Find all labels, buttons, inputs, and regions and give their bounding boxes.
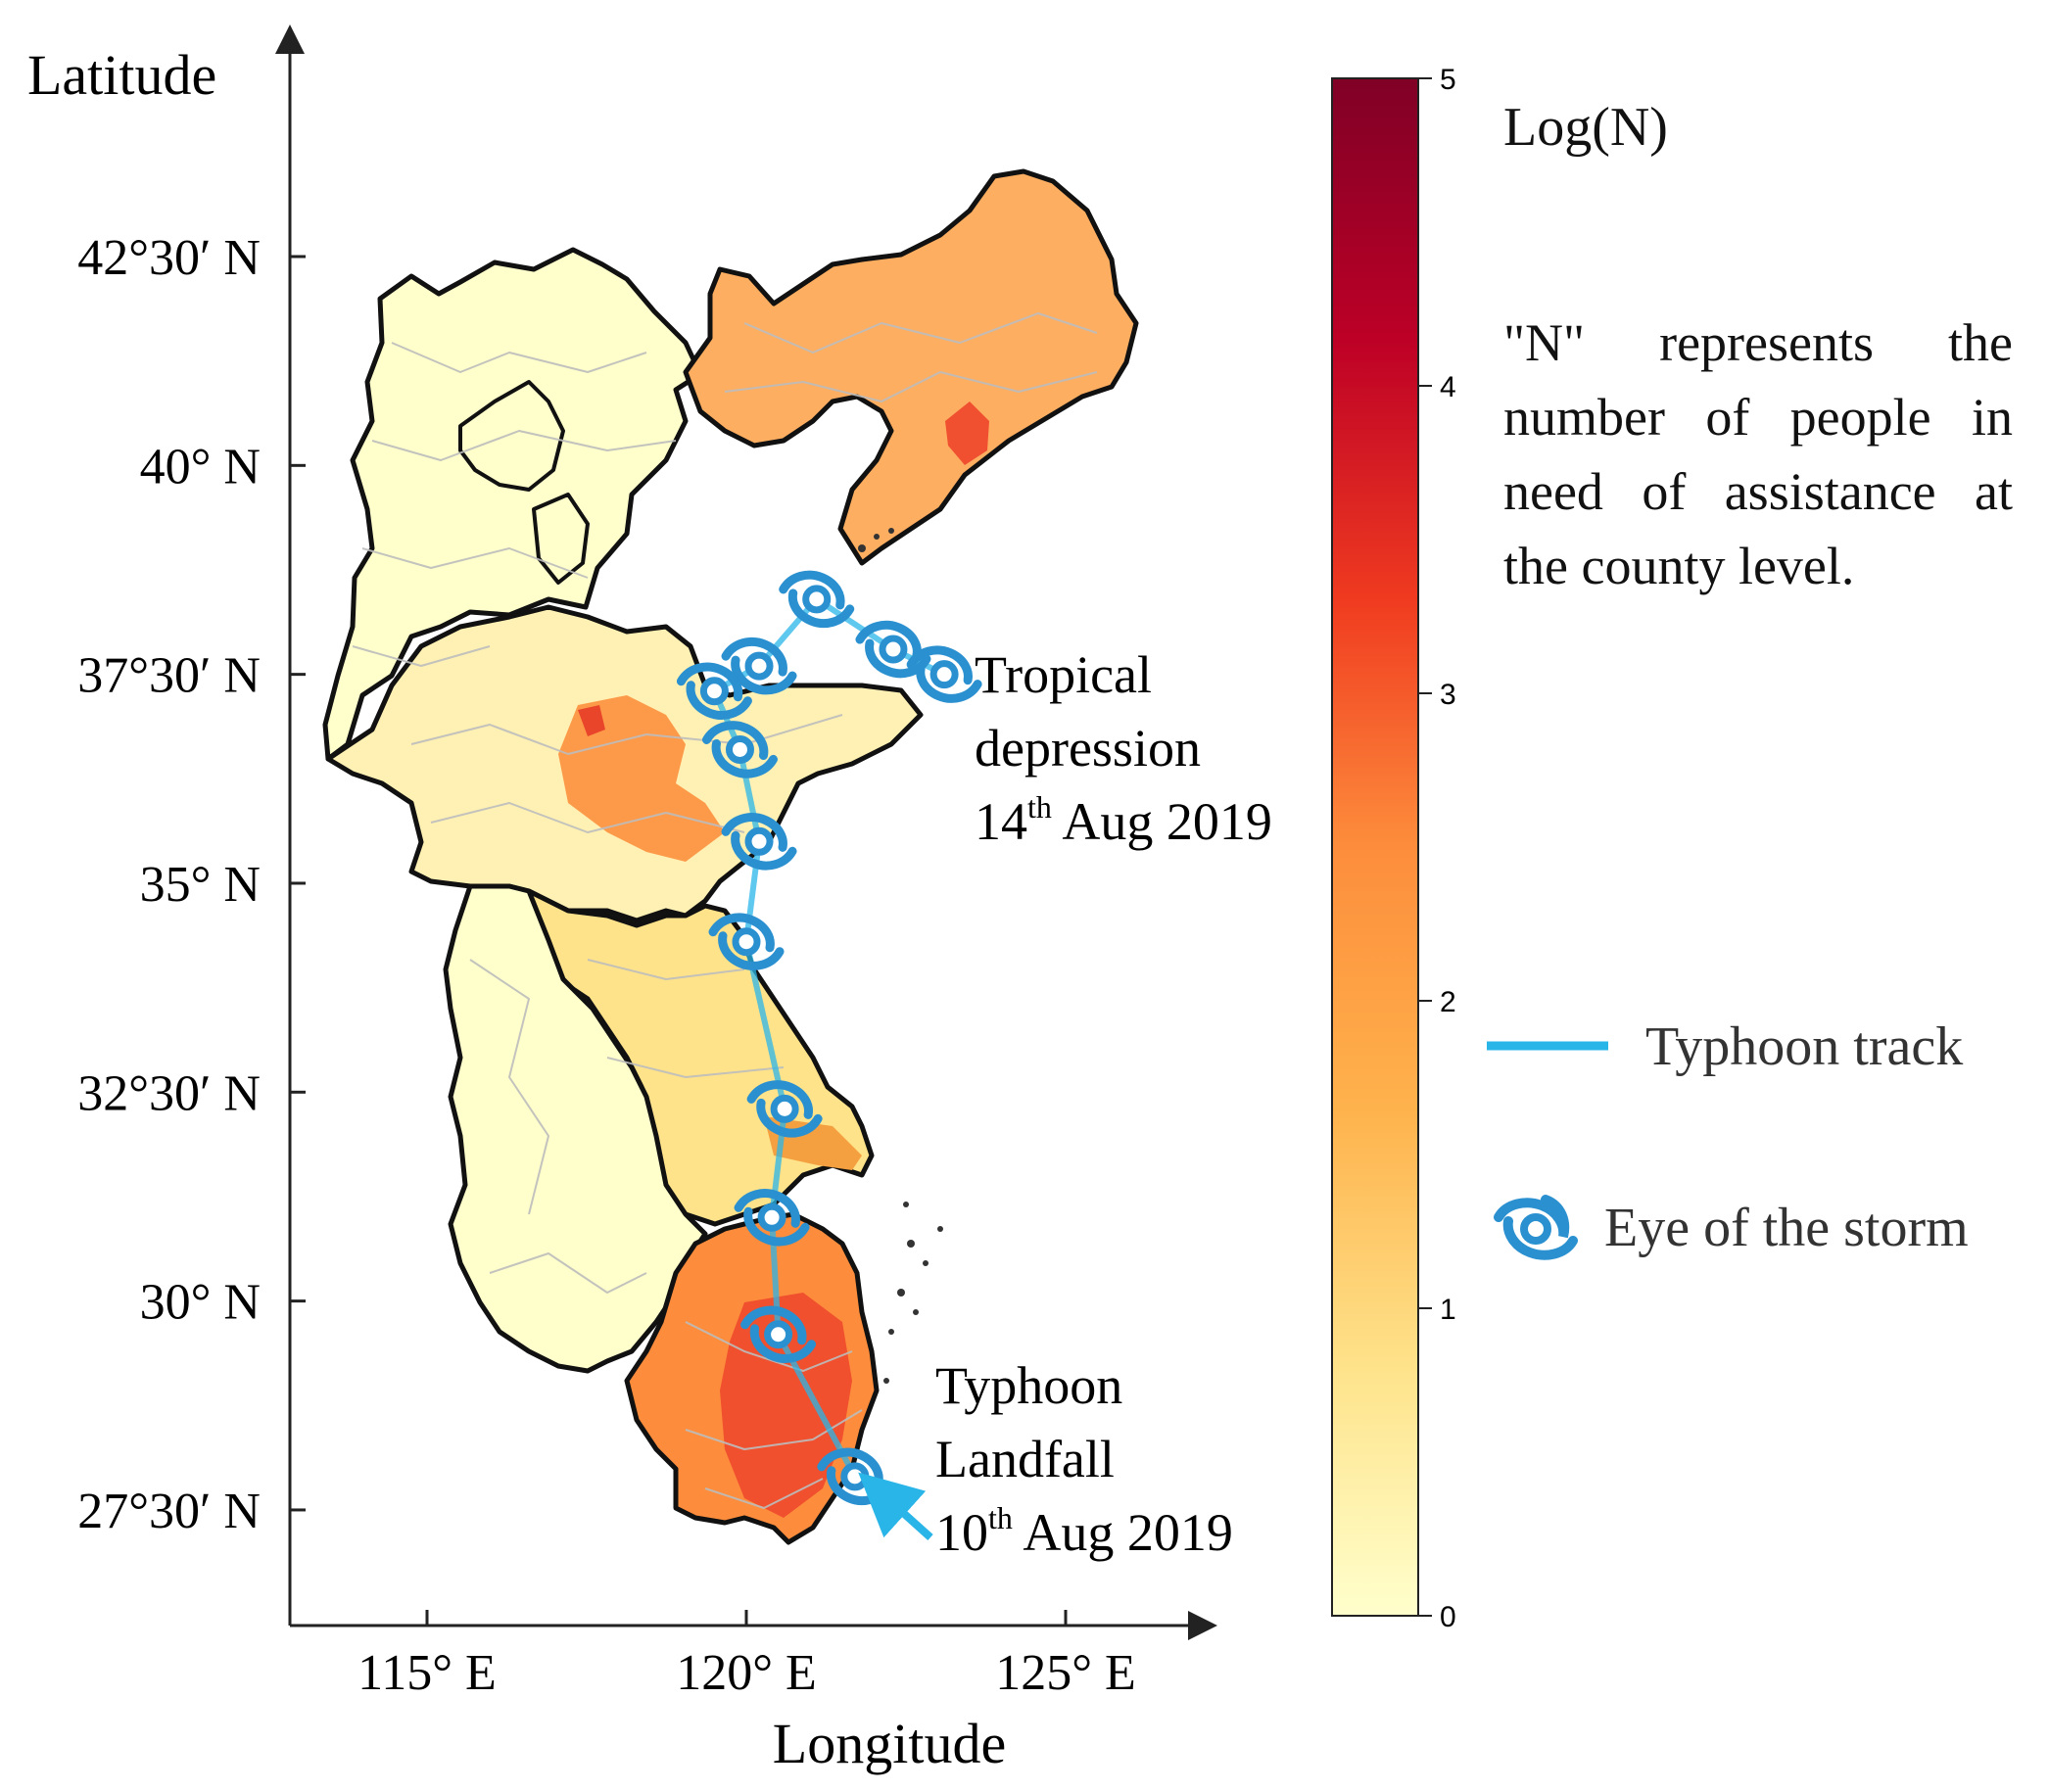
eye-of-storm-icon — [734, 1189, 810, 1247]
tropical-date: 14th Aug 2019 — [975, 789, 1272, 851]
legend-eye-icon — [1494, 1195, 1578, 1260]
tropical-day: 14 — [975, 792, 1027, 851]
eye-of-storm-icon — [701, 721, 778, 778]
eye-of-storm-icon — [779, 570, 855, 628]
colorbar: 0 1 2 3 4 5 — [1331, 64, 1456, 1633]
eye-of-storm-icon — [721, 637, 797, 695]
x-tick-label: 125° E — [995, 1645, 1136, 1701]
colorbar-tick-label: 2 — [1440, 986, 1456, 1018]
colorbar-gradient — [1331, 77, 1419, 1617]
legend-track-label: Typhoon track — [1645, 1016, 1963, 1077]
map — [322, 168, 1139, 1545]
colorbar-tick-label: 3 — [1440, 679, 1456, 711]
typhoon-track — [676, 570, 982, 1505]
y-ticks: 42°30′ N 40° N 37°30′ N 35° N 32°30′ N 30° N 2… — [77, 230, 306, 1539]
annotation-tropical: Tropical depression 14th Aug 2019 — [975, 645, 1272, 851]
landfall-line1: Typhoon — [935, 1356, 1122, 1415]
y-tick-label: 37°30′ N — [77, 648, 261, 704]
y-tick-label: 40° N — [140, 439, 261, 495]
axes: 42°30′ N 40° N 37°30′ N 35° N 32°30′ N 30° N 2… — [27, 24, 1217, 1775]
region-anhui — [443, 883, 708, 1374]
hotspot-shandong-core — [578, 705, 605, 736]
landfall-sup: th — [988, 1500, 1013, 1535]
y-tick-label: 32°30′ N — [77, 1065, 261, 1121]
tropical-line1: Tropical — [975, 645, 1152, 704]
region-hebei — [322, 247, 703, 762]
colorbar-tick-label: 5 — [1440, 64, 1456, 96]
x-ticks: 115° E 120° E 125° E — [357, 1610, 1136, 1701]
y-tick-label: 30° N — [140, 1275, 261, 1331]
region-tianjin — [532, 493, 590, 585]
region-liaoning — [683, 168, 1139, 566]
colorbar-tick-label: 1 — [1440, 1294, 1456, 1326]
region-beijing — [458, 380, 565, 492]
explanatory-note: "N" represents the number of people in n… — [1503, 313, 2013, 595]
tropical-rest: Aug 2019 — [1052, 792, 1272, 851]
x-tick-label: 120° E — [676, 1645, 817, 1701]
hotspot-liaoning — [945, 401, 989, 465]
landfall-rest: Aug 2019 — [1013, 1503, 1233, 1562]
tropical-sup: th — [1027, 789, 1052, 825]
islands — [858, 528, 943, 1384]
hotspot-shandong — [558, 695, 725, 862]
landfall-line2: Landfall — [935, 1430, 1115, 1488]
tropical-line2: depression — [975, 719, 1201, 778]
colorbar-tick-label: 0 — [1440, 1601, 1456, 1633]
eye-of-storm-icon — [746, 1080, 823, 1138]
y-tick-label: 42°30′ N — [77, 230, 261, 286]
eye-of-storm-icon — [708, 913, 785, 970]
eye-of-storm-icon — [906, 645, 982, 703]
y-tick-label: 27°30′ N — [77, 1484, 261, 1539]
annotation-landfall: Typhoon Landfall 10th Aug 2019 — [858, 1356, 1233, 1562]
y-tick-label: 35° N — [140, 857, 261, 913]
colorbar-tick-label: 4 — [1440, 371, 1456, 403]
landfall-arrow — [858, 1472, 933, 1540]
y-axis-title: Latitude — [27, 43, 216, 107]
eye-of-storm-icon — [721, 813, 797, 871]
hotspot-zhejiang — [720, 1293, 852, 1518]
eye-of-storm-icon — [855, 620, 931, 679]
x-axis-title: Longitude — [773, 1712, 1006, 1775]
eye-of-storm-icon — [740, 1305, 817, 1363]
x-tick-label: 115° E — [357, 1645, 497, 1701]
legend-eye-label: Eye of the storm — [1604, 1198, 1969, 1258]
landfall-day: 10 — [935, 1503, 988, 1562]
eye-of-storm-icon — [676, 662, 752, 720]
colorbar-title: Log(N) — [1503, 97, 1668, 158]
landfall-date: 10th Aug 2019 — [935, 1500, 1233, 1562]
legend: Typhoon track Eye of the storm — [1487, 1016, 1969, 1260]
colorbar-ticks: 0 1 2 3 4 5 — [1418, 64, 1456, 1633]
